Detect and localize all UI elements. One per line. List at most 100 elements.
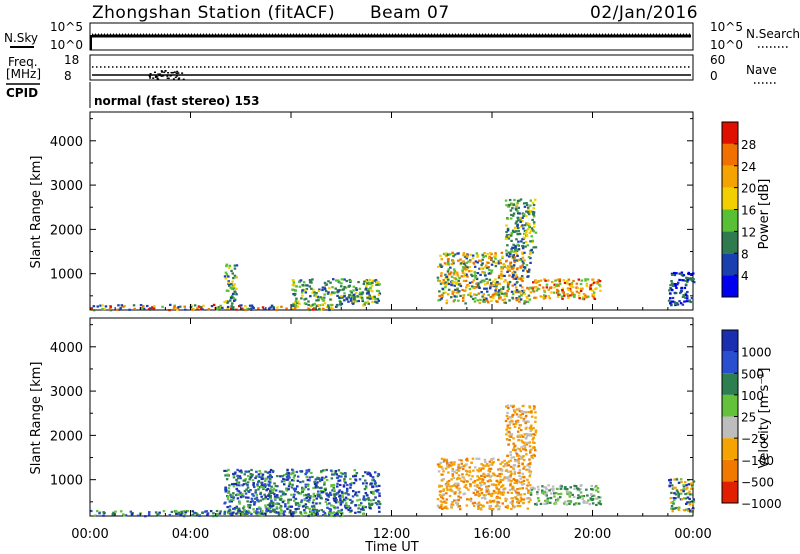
echo-cell (686, 501, 689, 504)
colorbar-tick-label: 24 (741, 160, 756, 174)
echo-cell (515, 479, 518, 483)
echo-cell (529, 209, 533, 213)
echo-cell (303, 509, 306, 512)
echo-cell (490, 258, 493, 261)
echo-cell (675, 286, 678, 289)
echo-cell (230, 500, 233, 503)
echo-cell (333, 499, 337, 503)
echo-cell (528, 433, 531, 436)
echo-cell (553, 283, 556, 286)
echo-cell (558, 293, 562, 296)
echo-cell (343, 292, 346, 295)
echo-cell (445, 254, 448, 258)
echo-cell (229, 510, 232, 513)
echo-cell (477, 494, 481, 498)
echo-cell (669, 292, 672, 295)
echo-cell (267, 507, 271, 510)
echo-cell (489, 467, 493, 470)
echo-cell (246, 481, 250, 484)
echo-cell (504, 505, 508, 508)
echo-cell (310, 510, 313, 513)
echo-cell (312, 486, 315, 490)
echo-cell (437, 279, 440, 282)
echo-cell (451, 251, 454, 254)
echo-cell (268, 477, 272, 480)
echo-cell (376, 475, 380, 478)
echo-cell (292, 281, 296, 284)
echo-cell (324, 475, 328, 478)
echo-cell (272, 307, 276, 310)
echo-cell (325, 468, 328, 472)
echo-cell (329, 293, 333, 296)
echo-cell (262, 487, 265, 491)
echo-cell (320, 298, 324, 301)
freq-tick-bottom: 8 (64, 69, 72, 83)
echo-cell (364, 287, 368, 290)
echo-cell (674, 506, 678, 510)
echo-cell (512, 409, 516, 412)
echo-cell (328, 507, 331, 510)
echo-cell (344, 481, 347, 484)
echo-cell (269, 492, 272, 495)
echo-cell (281, 501, 285, 504)
echo-cell (377, 500, 380, 503)
echo-cell (449, 266, 452, 269)
nave-dip-dot (160, 75, 163, 77)
echo-cell (680, 271, 684, 274)
echo-cell (503, 298, 507, 301)
echo-cell (509, 254, 512, 257)
echo-cell (505, 461, 509, 465)
echo-cell (447, 263, 450, 266)
echo-cell (329, 493, 332, 496)
echo-cell (471, 281, 474, 284)
echo-cell (237, 507, 241, 510)
echo-cell (224, 277, 228, 280)
echo-cell (331, 489, 334, 492)
echo-cell (598, 280, 602, 283)
echo-cell (345, 279, 348, 283)
echo-cell (527, 206, 530, 209)
echo-cell (507, 282, 511, 285)
echo-cell (673, 273, 677, 277)
echo-cell (505, 438, 509, 441)
colorbar-tick-label: 8 (741, 247, 749, 261)
echo-cell (525, 414, 528, 417)
echo-cell (529, 491, 533, 494)
echo-cell (512, 437, 515, 440)
echo-cell (497, 458, 500, 461)
echo-cell (593, 486, 597, 489)
echo-cell (339, 471, 343, 475)
echo-cell (462, 267, 465, 270)
echo-cell (330, 477, 334, 480)
echo-cell (684, 279, 687, 282)
echo-cell (307, 470, 311, 473)
echo-cell (328, 286, 331, 289)
echo-cell (481, 267, 485, 270)
echo-cell (352, 300, 355, 303)
echo-cell (438, 280, 441, 283)
echo-cell (558, 278, 562, 281)
echo-cell (532, 290, 536, 293)
echo-cell (571, 293, 574, 296)
echo-cell (271, 504, 274, 507)
echo-cell (463, 272, 466, 275)
echo-cell (499, 296, 502, 299)
echo-cell (520, 409, 524, 413)
echo-cell (586, 494, 589, 497)
echo-cell (312, 288, 315, 291)
echo-cell (344, 475, 347, 478)
echo-cell (340, 285, 343, 288)
nave-dip-dot (181, 72, 184, 74)
echo-cell (250, 497, 254, 500)
echo-cell (344, 472, 347, 475)
echo-cell (512, 423, 515, 426)
echo-cell (534, 503, 537, 506)
echo-cell (568, 283, 571, 286)
echo-cell (272, 487, 276, 490)
echo-cell (312, 303, 315, 306)
echo-cell (445, 492, 448, 495)
echo-cell (502, 263, 505, 266)
echo-cell (677, 496, 680, 499)
echo-cell (499, 475, 502, 478)
echo-cell (212, 512, 215, 515)
